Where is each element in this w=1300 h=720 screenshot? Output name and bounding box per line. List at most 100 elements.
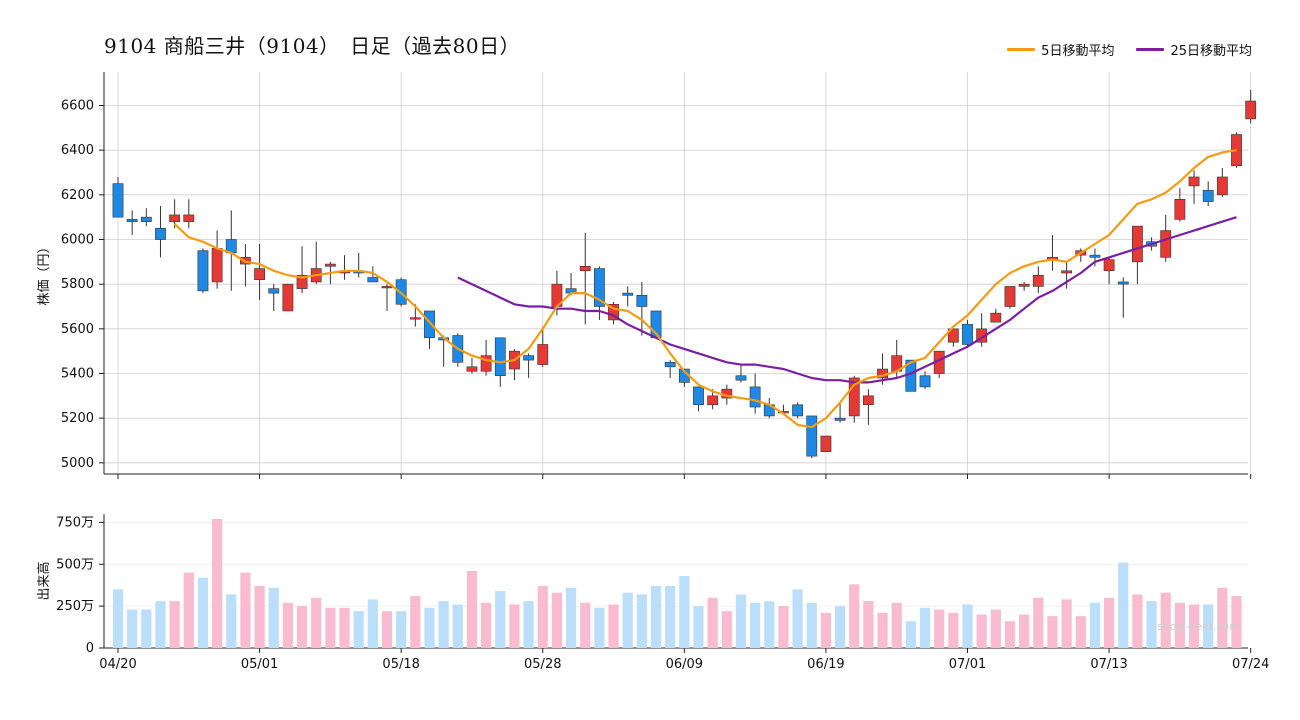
candle-body <box>155 228 166 240</box>
candle-body <box>962 324 973 345</box>
candle-body <box>409 317 421 320</box>
volume-bar <box>183 572 194 648</box>
volume-bar <box>1004 621 1016 648</box>
date-tick-label: 04/20 <box>99 657 136 672</box>
volume-bar <box>509 604 520 648</box>
date-tick-label: 05/28 <box>524 657 561 672</box>
volume-bar <box>325 607 336 648</box>
candle-body <box>622 292 634 296</box>
price-tick-label: 6000 <box>61 233 94 248</box>
candle-body <box>268 288 280 294</box>
volume-bar <box>820 612 832 648</box>
date-tick-label: 07/13 <box>1090 657 1127 672</box>
legend-item-ma5: 5日移動平均 <box>1007 40 1114 59</box>
candle-body <box>183 214 195 222</box>
volume-bar <box>240 572 251 648</box>
candle-body <box>523 355 534 361</box>
volume-bar <box>990 609 1001 648</box>
volume-bar <box>381 611 393 648</box>
candle-body <box>324 263 336 267</box>
candle-body <box>862 395 874 406</box>
volume-bar <box>877 612 888 648</box>
volume-bar <box>339 607 350 648</box>
watermark-text: show-zeet.com <box>1157 620 1240 633</box>
volume-bar <box>735 594 747 648</box>
volume-bar <box>650 586 662 648</box>
candle-body <box>211 248 223 283</box>
volume-bar <box>1089 602 1101 648</box>
date-tick-label: 07/24 <box>1232 657 1269 672</box>
volume-bar <box>1019 614 1030 648</box>
volume-bar <box>1160 592 1171 648</box>
volume-bar <box>636 594 647 648</box>
candle-body <box>140 216 152 222</box>
volume-tick-label: 250万 <box>56 599 94 614</box>
volume-bar <box>155 601 166 648</box>
volume-bar <box>396 611 407 648</box>
volume-bar <box>141 609 152 648</box>
candle-body <box>537 344 549 365</box>
volume-bar <box>1174 602 1185 648</box>
candle-body <box>990 312 1002 323</box>
candle-body <box>1103 259 1115 272</box>
volume-bar <box>1231 596 1242 648</box>
date-tick-label: 05/18 <box>382 657 419 672</box>
volume-bar <box>112 589 124 648</box>
volume-bar <box>537 586 548 648</box>
volume-bar <box>806 602 817 648</box>
candle-body <box>749 386 761 408</box>
candle-body <box>579 265 591 272</box>
candle-body <box>296 274 308 289</box>
volume-bar <box>778 606 789 648</box>
volume-bar <box>764 601 775 648</box>
volume-bar <box>1203 604 1214 648</box>
volume-bar <box>1103 597 1115 648</box>
volume-bar <box>268 587 279 648</box>
volume-bar <box>919 607 931 648</box>
date-tick-label: 06/19 <box>807 657 844 672</box>
volume-bar <box>693 606 704 648</box>
date-tick-label: 05/01 <box>241 657 278 672</box>
volume-bar <box>948 612 959 648</box>
volume-bar <box>296 606 308 648</box>
price-tick-label: 6600 <box>61 99 94 114</box>
volume-bar <box>1061 599 1072 648</box>
candle-body <box>381 286 393 289</box>
volume-bar <box>1146 601 1157 648</box>
legend-label-ma5: 5日移動平均 <box>1041 44 1115 59</box>
candle-body <box>254 268 265 280</box>
volume-bar <box>665 586 676 648</box>
candle-body <box>1160 230 1172 258</box>
volume-bar <box>254 586 265 648</box>
candle-body <box>636 295 648 307</box>
volume-bar <box>1047 616 1058 648</box>
volume-bar <box>523 601 534 648</box>
volume-bar <box>792 589 803 648</box>
price-axis-title: 株価（円） <box>37 240 52 305</box>
volume-bar <box>311 597 322 648</box>
volume-bar <box>905 621 916 648</box>
candle-body <box>806 415 818 457</box>
volume-bar <box>424 607 435 648</box>
volume-bar <box>594 607 605 648</box>
legend-label-ma25: 25日移動平均 <box>1170 44 1252 59</box>
candle-body <box>834 417 846 421</box>
price-tick-label: 5800 <box>61 277 94 292</box>
candle-body <box>494 337 506 377</box>
volume-bar <box>452 604 463 648</box>
volume-bar <box>495 591 506 648</box>
volume-bar <box>707 597 718 648</box>
price-tick-label: 5000 <box>61 456 94 471</box>
candle-body <box>1245 100 1257 120</box>
chart-title: 9104 商船三井（9104） 日足（過去80日） <box>104 34 521 58</box>
volume-bar <box>197 577 209 648</box>
date-tick-label: 07/01 <box>949 657 986 672</box>
legend-swatch-ma25 <box>1136 48 1165 51</box>
candle-body <box>367 277 379 283</box>
volume-bar <box>1132 594 1143 648</box>
volume-bar <box>580 602 591 648</box>
date-tick-label: 06/09 <box>666 657 703 672</box>
volume-bar <box>750 602 761 648</box>
legend-swatch-ma5 <box>1007 48 1036 51</box>
